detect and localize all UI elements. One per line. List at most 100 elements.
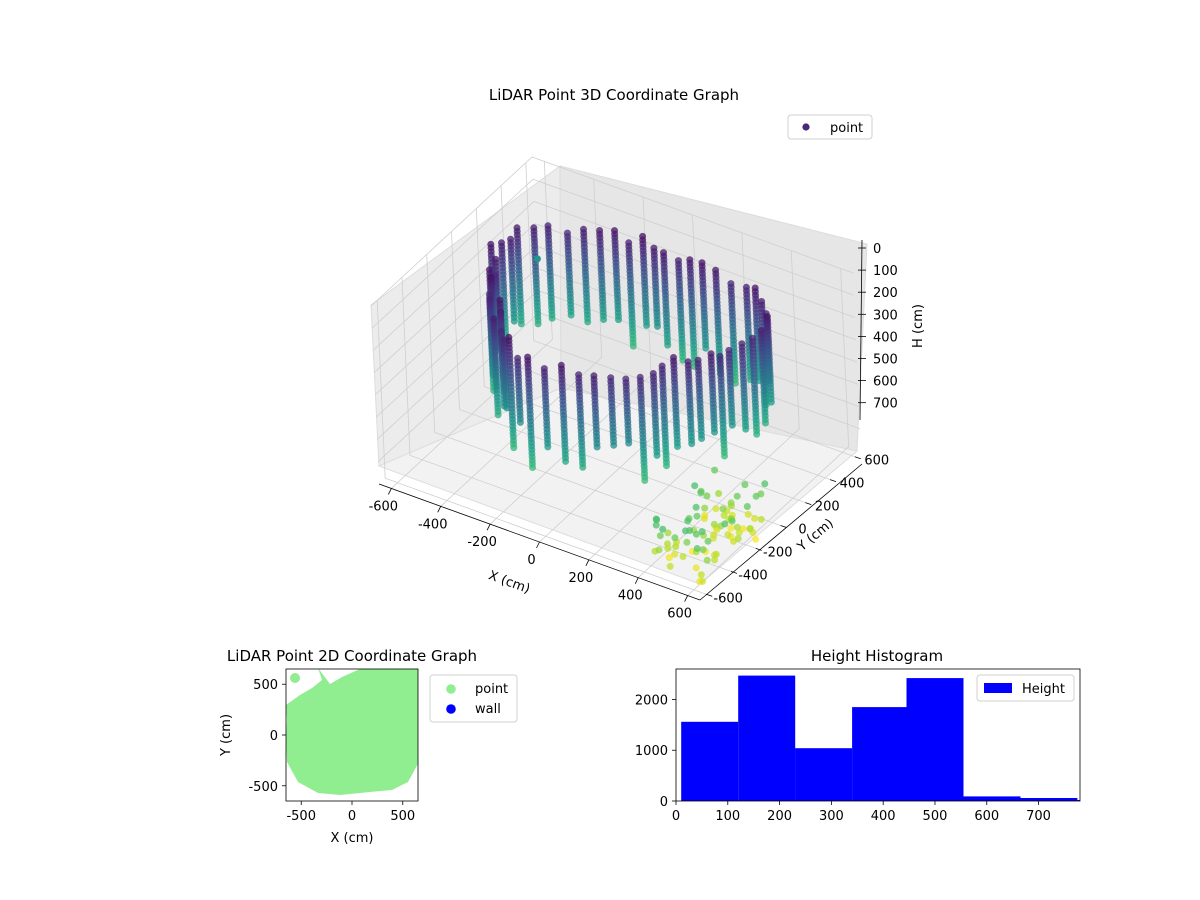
grid-x-0 <box>391 161 553 489</box>
x-tick-label-3d-0: -600 <box>369 499 399 514</box>
point-3d-1475 <box>752 492 760 500</box>
point-3d-1341 <box>744 510 752 518</box>
plot-frame-histogram <box>675 668 1081 802</box>
point-3d-106 <box>567 311 575 319</box>
histogram-x-tick-label-7: 700 <box>1026 809 1051 824</box>
point-3d-348 <box>654 322 661 330</box>
point-3d-1487 <box>710 520 718 528</box>
point-3d-1483 <box>724 531 732 539</box>
point-3d-1505 <box>664 544 672 552</box>
point-3d-915 <box>767 398 775 406</box>
y-tick-label-2d-2: 500 <box>253 678 278 693</box>
grid-z-1 <box>371 178 855 329</box>
point-3d-1178 <box>715 490 723 497</box>
x-tick-label-3d-3: 0 <box>527 553 535 568</box>
y-tick-label-3d-6: 600 <box>864 454 889 469</box>
point-3d-1468 <box>761 480 769 488</box>
x-tick-mark-3d-3 <box>536 541 540 549</box>
x-tick-mark-3d-1 <box>437 506 442 513</box>
legend-histogram: Height <box>976 674 1075 702</box>
point-3d-1511 <box>653 516 661 524</box>
grid-x-1 <box>440 179 603 507</box>
legend-histogram-box <box>976 674 1075 702</box>
point-3d-530 <box>702 344 710 352</box>
z-tick-label-3d-3: 300 <box>873 308 898 323</box>
histogram-x-tick-label-3: 300 <box>819 809 844 824</box>
x-tick-mark-3d-4 <box>585 559 590 567</box>
point-3d-1532 <box>699 546 707 554</box>
y-tick-mark-3d-1 <box>730 570 738 574</box>
point-3d-1068 <box>728 421 736 429</box>
point-3d-157 <box>510 317 518 325</box>
histogram-bars <box>681 675 1080 801</box>
z-tick-label-3d-6: 600 <box>873 375 898 390</box>
chart-histogram: Height Histogram 0 100 200 300 400 500 600 7000… <box>635 647 1081 824</box>
y-tick-label-3d-4: 200 <box>815 500 840 515</box>
histogram-bar-1 <box>738 675 796 801</box>
point-3d-1069 <box>711 466 719 474</box>
z-axis-label-3d: H (cm) <box>911 304 926 348</box>
legend-3d: point <box>787 114 873 140</box>
x-tick-label-3d-4: 200 <box>568 571 593 586</box>
x-tick-label-3d-2: -200 <box>467 535 497 550</box>
x-tick-label-3d-1: -400 <box>418 517 448 532</box>
point-3d-1508 <box>728 517 736 525</box>
point-3d-1337 <box>579 463 587 471</box>
point-3d-1389 <box>727 524 735 532</box>
grid-y-4 <box>475 208 806 503</box>
y-tick-mark-3d-4 <box>805 502 812 505</box>
point-3d-1536 <box>693 545 701 552</box>
point-3d-1002 <box>753 430 761 438</box>
histogram-bar-4 <box>906 678 964 801</box>
point-3d-1517 <box>679 553 687 560</box>
point-3d-1503 <box>734 535 742 542</box>
point-3d-1528 <box>682 527 689 535</box>
z-tick-label-3d-2: 200 <box>873 286 898 301</box>
grid-z-2 <box>372 201 856 351</box>
point-3d-798 <box>494 411 502 419</box>
legend-2d-marker-wall <box>446 704 456 714</box>
point-3d-1529 <box>698 528 706 536</box>
histogram-x-tick-label-0: 0 <box>672 809 680 824</box>
point-3d-1471 <box>733 492 741 500</box>
point-3d-26 <box>548 314 556 322</box>
point-3d-82 <box>517 320 525 328</box>
histogram-bar-7 <box>1077 800 1080 801</box>
point-3d-1046 <box>742 425 750 433</box>
legend-2d-marker-point <box>446 684 456 694</box>
point-3d-1516 <box>692 564 700 572</box>
point-3d-1523 <box>711 556 719 564</box>
point-3d-1514 <box>656 532 664 540</box>
y-tick-label-3d-5: 400 <box>840 477 865 492</box>
grid-z-0 <box>370 156 854 307</box>
histogram-bar-2 <box>795 748 853 801</box>
legend-histogram-label: Height <box>1022 682 1065 697</box>
point-3d-1521 <box>671 534 679 542</box>
point-3d-1469 <box>697 489 705 497</box>
histogram-x-tick-label-1: 100 <box>715 809 740 824</box>
chart-2d: LiDAR Point 2D Coordinate Graph -500 0 500… <box>219 647 518 846</box>
grid-x-6 <box>687 268 850 596</box>
point-3d-1131 <box>712 505 720 513</box>
y-tick-mark-3d-2 <box>755 548 762 551</box>
x-tick-mark-3d-6 <box>684 595 689 602</box>
histogram-y-tick-label-1: 1000 <box>635 744 668 759</box>
point-3d-183 <box>600 316 608 323</box>
point-3d-1177 <box>711 428 718 436</box>
point-3d-1460 <box>625 439 633 447</box>
point-3d-1530 <box>704 537 712 545</box>
grid-y-0 <box>376 300 707 595</box>
legend-2d-label-wall: wall <box>475 702 501 717</box>
point-3d-1467 <box>691 482 699 490</box>
point-3d-1470 <box>701 504 709 512</box>
point-3d-1499 <box>693 512 701 520</box>
histogram-y-tick-label-0: 0 <box>660 795 668 810</box>
point-3d-1154 <box>544 443 552 451</box>
z-tick-label-3d-1: 100 <box>873 264 898 279</box>
z-tick-label-3d-4: 400 <box>873 330 898 345</box>
points-3d <box>485 222 775 585</box>
points-2d <box>286 669 418 795</box>
point-3d-1461 <box>703 492 711 500</box>
z-tick-label-3d-5: 500 <box>873 353 898 368</box>
